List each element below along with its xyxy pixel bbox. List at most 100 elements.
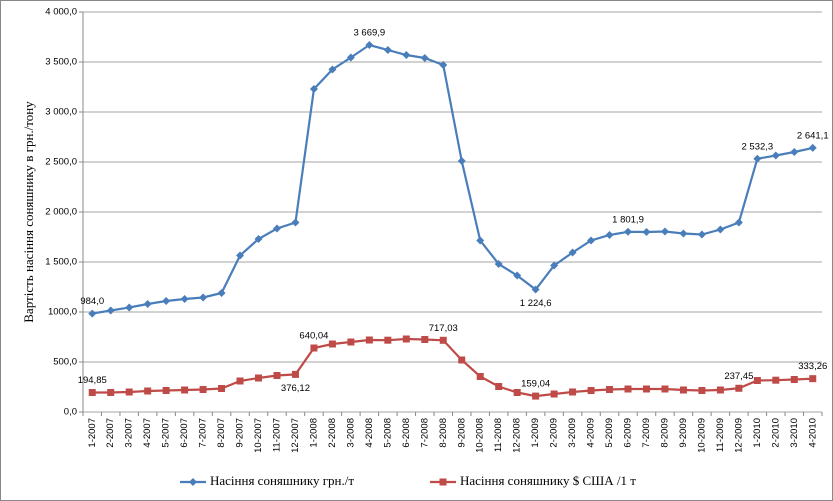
x-tick-label: 3-2008 (345, 418, 356, 448)
data-point (402, 335, 410, 343)
data-point (236, 251, 245, 260)
data-point (125, 303, 134, 312)
data-label: 333,26 (798, 361, 827, 372)
data-point (199, 386, 207, 393)
data-point (679, 229, 688, 238)
data-point (254, 235, 263, 243)
data-label: 2 641,1 (797, 130, 829, 141)
x-tick-label: 6-2008 (401, 418, 412, 448)
data-point (273, 372, 281, 379)
data-point (457, 157, 466, 165)
y-tick-label: 4 000,0 (45, 7, 77, 18)
x-tick-label: 7-2008 (419, 418, 430, 448)
data-point (255, 374, 263, 382)
data-point (624, 385, 632, 393)
data-point (568, 248, 577, 257)
data-point (402, 51, 411, 59)
x-tick-label: 10-2007 (253, 418, 264, 453)
y-tick-label: 3 500,0 (45, 57, 77, 68)
data-point (753, 377, 761, 384)
data-label: 717,03 (429, 323, 458, 334)
data-point (383, 46, 392, 54)
data-point (698, 387, 706, 394)
data-point (569, 388, 577, 396)
x-tick-label: 4-2008 (364, 418, 375, 448)
data-point (328, 340, 336, 348)
legend-label: Насіння соняшнику $ США /1 т (460, 473, 636, 488)
data-point (439, 61, 448, 69)
data-label: 1 801,9 (612, 214, 644, 225)
y-tick-label: 1000,0 (48, 307, 77, 318)
data-point (513, 389, 521, 396)
legend-label: Насіння соняшнику грн./т (210, 473, 354, 488)
x-tick-label: 5-2009 (604, 418, 615, 448)
data-label: 984,0 (80, 296, 104, 307)
x-tick-label: 2-2007 (105, 418, 116, 448)
data-point (458, 356, 466, 364)
data-point (218, 385, 226, 392)
data-point (624, 227, 633, 236)
data-point (679, 386, 687, 394)
y-tick-label: 3 000,0 (45, 107, 77, 118)
data-point (513, 271, 522, 280)
data-point (365, 41, 374, 50)
data-point (605, 231, 614, 239)
data-point (587, 387, 595, 394)
x-tick-label: 12-2007 (290, 418, 301, 453)
x-tick-label: 1-2010 (752, 418, 763, 448)
data-point (716, 225, 725, 234)
x-tick-label: 10-2008 (475, 418, 486, 453)
y-axis-label: Вартість насіння соняшнику в грн./тону (21, 101, 36, 323)
data-point (347, 338, 355, 346)
data-point (642, 228, 651, 236)
data-point (753, 154, 762, 163)
data-point (125, 388, 133, 396)
data-point (697, 230, 706, 239)
x-tick-label: 3-2007 (124, 418, 135, 448)
x-tick-label: 1-2009 (530, 418, 541, 448)
data-label: 2 532,3 (741, 141, 773, 152)
data-label: 3 669,9 (354, 28, 386, 39)
data-point (272, 224, 281, 233)
data-point (291, 370, 299, 378)
y-tick-label: 500,0 (53, 357, 77, 368)
x-tick-label: 11-2008 (493, 418, 504, 452)
data-point (772, 376, 780, 384)
data-point (291, 218, 300, 227)
x-tick-label: 5-2008 (382, 418, 393, 448)
x-tick-label: 8-2009 (659, 418, 670, 448)
data-point (808, 143, 817, 152)
data-point (716, 386, 724, 394)
x-tick-label: 10-2009 (696, 418, 707, 453)
x-tick-label: 8-2008 (438, 418, 449, 448)
data-point (365, 336, 373, 344)
data-point (236, 377, 244, 385)
data-point (181, 386, 189, 394)
data-point (809, 375, 817, 383)
y-tick-label: 1 500,0 (45, 257, 77, 268)
data-point (495, 383, 503, 390)
y-tick-label: 0,0 (64, 407, 77, 418)
x-tick-label: 1-2008 (308, 418, 319, 448)
x-tick-label: 9-2009 (678, 418, 689, 448)
y-tick-label: 2 500,0 (45, 157, 77, 168)
x-tick-label: 12-2009 (733, 418, 744, 453)
data-point (162, 297, 171, 305)
x-tick-label: 8-2007 (216, 418, 227, 448)
data-label: 640,04 (299, 331, 328, 342)
x-tick-label: 4-2009 (586, 418, 597, 448)
y-tick-label: 2 000,0 (45, 207, 77, 218)
data-point (189, 478, 197, 486)
x-tick-label: 11-2009 (715, 418, 726, 452)
data-point (494, 260, 503, 268)
data-point (661, 385, 669, 393)
x-tick-label: 7-2007 (198, 418, 209, 448)
data-point (144, 387, 152, 395)
data-point (107, 389, 115, 396)
x-tick-label: 1-2007 (87, 418, 98, 448)
data-point (106, 306, 115, 315)
data-point (660, 227, 669, 236)
x-tick-label: 2-2008 (327, 418, 338, 448)
x-tick-label: 12-2008 (512, 418, 523, 453)
data-point (550, 261, 559, 270)
